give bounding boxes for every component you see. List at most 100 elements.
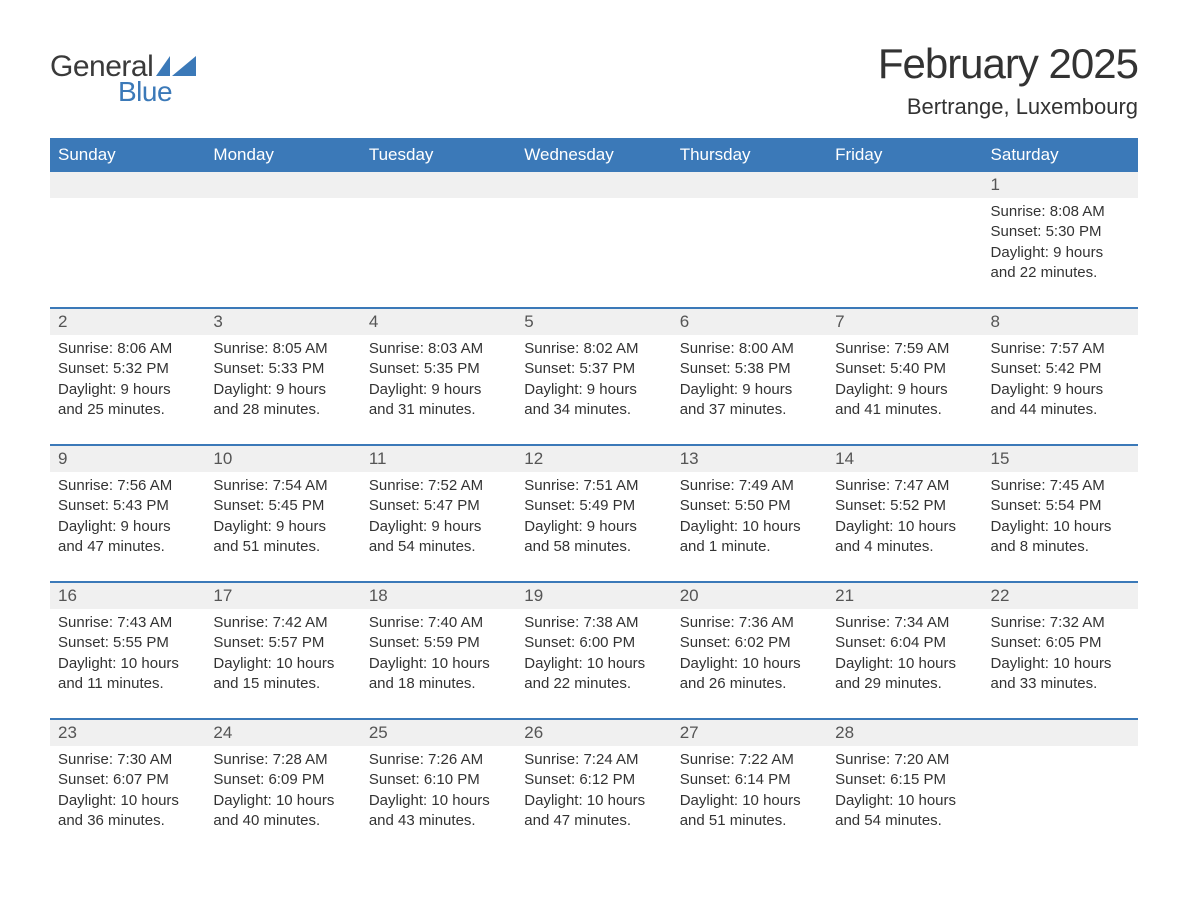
daylight-line: Daylight: 10 hours and 43 minutes. (369, 791, 508, 832)
day-number-cell (983, 720, 1138, 746)
sunrise-line: Sunrise: 7:45 AM (991, 476, 1130, 496)
day-number-cell: 18 (361, 583, 516, 609)
day-details-cell: Sunrise: 8:02 AMSunset: 5:37 PMDaylight:… (516, 335, 671, 444)
day-number-cell (205, 172, 360, 198)
day-number-cell: 3 (205, 309, 360, 335)
sunset-line: Sunset: 5:59 PM (369, 633, 508, 653)
sunrise-line: Sunrise: 7:28 AM (213, 750, 352, 770)
daylight-line: Daylight: 10 hours and 51 minutes. (680, 791, 819, 832)
day-number-cell: 20 (672, 583, 827, 609)
sunrise-line: Sunrise: 8:06 AM (58, 339, 197, 359)
weekday-header: Wednesday (516, 138, 671, 172)
day-number-cell (672, 172, 827, 198)
sunset-line: Sunset: 6:09 PM (213, 770, 352, 790)
day-details-cell: Sunrise: 7:54 AMSunset: 5:45 PMDaylight:… (205, 472, 360, 581)
sunset-line: Sunset: 5:35 PM (369, 359, 508, 379)
day-number-cell: 12 (516, 446, 671, 472)
day-number-cell: 5 (516, 309, 671, 335)
day-number-cell: 28 (827, 720, 982, 746)
weekday-header: Saturday (983, 138, 1138, 172)
sunset-line: Sunset: 5:37 PM (524, 359, 663, 379)
sunrise-line: Sunrise: 7:47 AM (835, 476, 974, 496)
sunrise-line: Sunrise: 8:08 AM (991, 202, 1130, 222)
daylight-line: Daylight: 9 hours and 31 minutes. (369, 380, 508, 421)
weekday-header: Thursday (672, 138, 827, 172)
sunset-line: Sunset: 6:05 PM (991, 633, 1130, 653)
sunset-line: Sunset: 6:04 PM (835, 633, 974, 653)
sunrise-line: Sunrise: 7:40 AM (369, 613, 508, 633)
sunset-line: Sunset: 5:42 PM (991, 359, 1130, 379)
sunrise-line: Sunrise: 7:43 AM (58, 613, 197, 633)
day-details-cell: Sunrise: 8:00 AMSunset: 5:38 PMDaylight:… (672, 335, 827, 444)
day-details-cell: Sunrise: 8:08 AMSunset: 5:30 PMDaylight:… (983, 198, 1138, 307)
day-details-cell: Sunrise: 7:43 AMSunset: 5:55 PMDaylight:… (50, 609, 205, 718)
day-details-cell (983, 746, 1138, 846)
daylight-line: Daylight: 10 hours and 4 minutes. (835, 517, 974, 558)
sunset-line: Sunset: 5:45 PM (213, 496, 352, 516)
sunrise-line: Sunrise: 7:51 AM (524, 476, 663, 496)
sunset-line: Sunset: 6:12 PM (524, 770, 663, 790)
sunset-line: Sunset: 5:40 PM (835, 359, 974, 379)
sunrise-line: Sunrise: 7:59 AM (835, 339, 974, 359)
daylight-line: Daylight: 10 hours and 22 minutes. (524, 654, 663, 695)
page-header: General Blue February 2025 Bertrange, Lu… (50, 40, 1138, 120)
day-number-cell: 16 (50, 583, 205, 609)
sunset-line: Sunset: 5:47 PM (369, 496, 508, 516)
day-details-cell: Sunrise: 7:26 AMSunset: 6:10 PMDaylight:… (361, 746, 516, 846)
daylight-line: Daylight: 10 hours and 8 minutes. (991, 517, 1130, 558)
daylight-line: Daylight: 9 hours and 54 minutes. (369, 517, 508, 558)
daylight-line: Daylight: 10 hours and 15 minutes. (213, 654, 352, 695)
weekday-header: Tuesday (361, 138, 516, 172)
sunset-line: Sunset: 5:54 PM (991, 496, 1130, 516)
day-number-cell: 4 (361, 309, 516, 335)
daylight-line: Daylight: 9 hours and 41 minutes. (835, 380, 974, 421)
day-number-cell: 21 (827, 583, 982, 609)
weekday-header: Friday (827, 138, 982, 172)
sunset-line: Sunset: 6:00 PM (524, 633, 663, 653)
daylight-line: Daylight: 10 hours and 29 minutes. (835, 654, 974, 695)
daylight-line: Daylight: 9 hours and 58 minutes. (524, 517, 663, 558)
month-title: February 2025 (878, 40, 1138, 88)
title-block: February 2025 Bertrange, Luxembourg (878, 40, 1138, 120)
daylight-line: Daylight: 9 hours and 22 minutes. (991, 243, 1130, 284)
day-number-cell: 7 (827, 309, 982, 335)
sunrise-line: Sunrise: 7:26 AM (369, 750, 508, 770)
daylight-line: Daylight: 9 hours and 28 minutes. (213, 380, 352, 421)
daylight-line: Daylight: 10 hours and 47 minutes. (524, 791, 663, 832)
sunset-line: Sunset: 6:15 PM (835, 770, 974, 790)
day-number-cell: 24 (205, 720, 360, 746)
day-number-cell: 10 (205, 446, 360, 472)
daylight-line: Daylight: 10 hours and 54 minutes. (835, 791, 974, 832)
daylight-line: Daylight: 10 hours and 40 minutes. (213, 791, 352, 832)
logo: General Blue (50, 40, 196, 108)
daylight-line: Daylight: 10 hours and 18 minutes. (369, 654, 508, 695)
day-number-cell: 25 (361, 720, 516, 746)
sunset-line: Sunset: 6:02 PM (680, 633, 819, 653)
logo-word2: Blue (118, 76, 196, 108)
sunrise-line: Sunrise: 8:02 AM (524, 339, 663, 359)
day-details-cell (50, 198, 205, 307)
day-number-cell: 1 (983, 172, 1138, 198)
daylight-line: Daylight: 9 hours and 37 minutes. (680, 380, 819, 421)
day-number-cell: 9 (50, 446, 205, 472)
day-details-cell: Sunrise: 7:20 AMSunset: 6:15 PMDaylight:… (827, 746, 982, 846)
sunrise-line: Sunrise: 7:30 AM (58, 750, 197, 770)
day-details-cell: Sunrise: 7:40 AMSunset: 5:59 PMDaylight:… (361, 609, 516, 718)
day-details-cell (516, 198, 671, 307)
sunset-line: Sunset: 5:33 PM (213, 359, 352, 379)
sunrise-line: Sunrise: 7:32 AM (991, 613, 1130, 633)
sunset-line: Sunset: 5:50 PM (680, 496, 819, 516)
day-number-cell: 26 (516, 720, 671, 746)
sunset-line: Sunset: 6:10 PM (369, 770, 508, 790)
day-details-cell: Sunrise: 7:24 AMSunset: 6:12 PMDaylight:… (516, 746, 671, 846)
sunrise-line: Sunrise: 7:20 AM (835, 750, 974, 770)
daylight-line: Daylight: 10 hours and 36 minutes. (58, 791, 197, 832)
day-details-cell: Sunrise: 7:47 AMSunset: 5:52 PMDaylight:… (827, 472, 982, 581)
day-details-cell: Sunrise: 7:42 AMSunset: 5:57 PMDaylight:… (205, 609, 360, 718)
day-details-cell: Sunrise: 7:38 AMSunset: 6:00 PMDaylight:… (516, 609, 671, 718)
day-number-cell: 6 (672, 309, 827, 335)
day-details-cell: Sunrise: 7:57 AMSunset: 5:42 PMDaylight:… (983, 335, 1138, 444)
daylight-line: Daylight: 9 hours and 44 minutes. (991, 380, 1130, 421)
day-number-cell: 15 (983, 446, 1138, 472)
daylight-line: Daylight: 10 hours and 1 minute. (680, 517, 819, 558)
